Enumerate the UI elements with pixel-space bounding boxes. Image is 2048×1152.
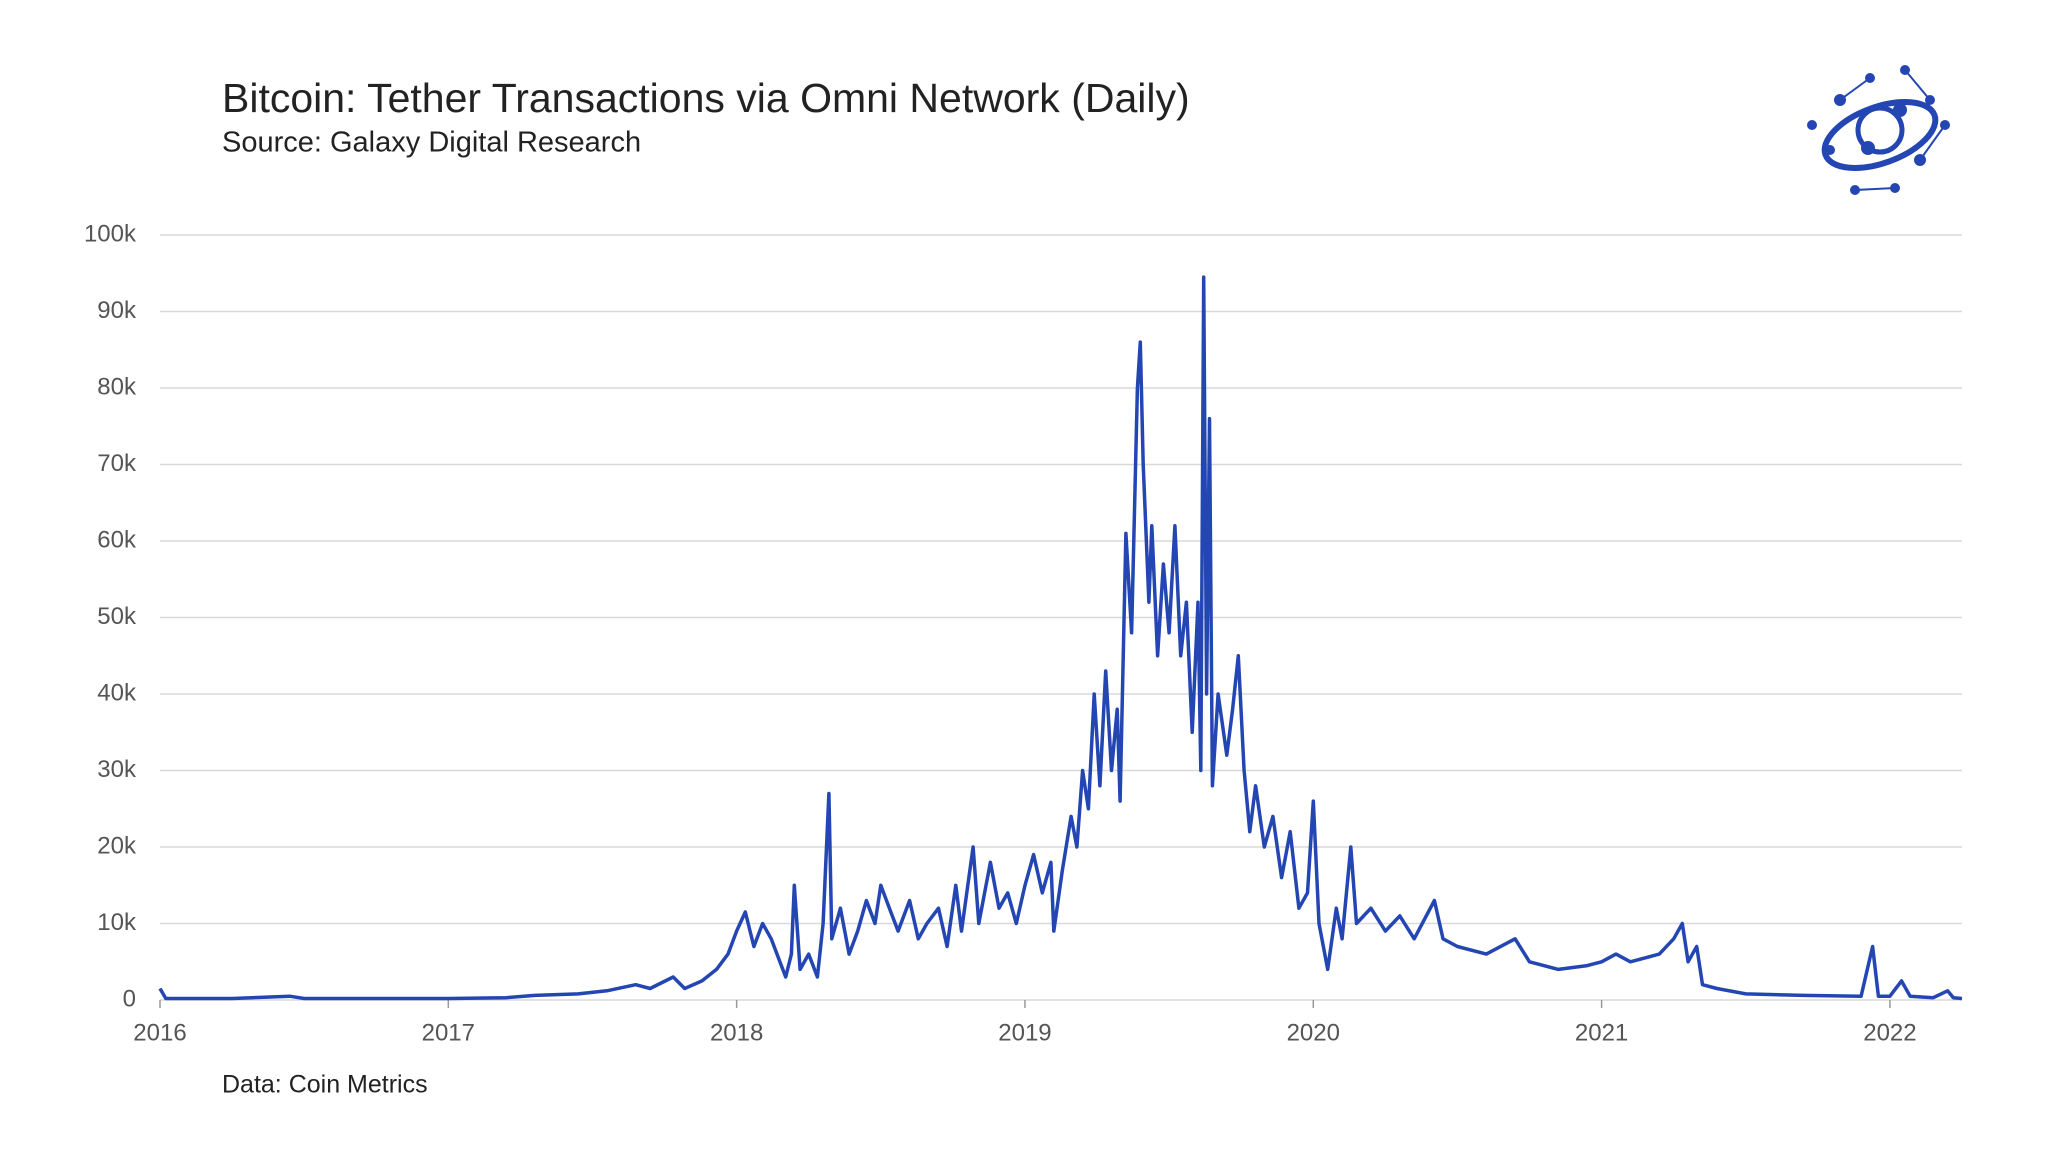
x-tick-label: 2016 [133,1019,186,1046]
x-tick-label: 2017 [422,1019,475,1046]
y-tick-label: 40k [97,679,137,706]
x-tick-label: 2021 [1575,1019,1628,1046]
y-tick-label: 20k [97,832,137,859]
x-tick-label: 2020 [1287,1019,1340,1046]
y-tick-label: 100k [84,220,137,247]
y-tick-label: 70k [97,450,137,477]
note: Data: Coin Metrics [222,1071,428,1099]
chart-subtitle: Source: Galaxy Digital Research [222,127,641,159]
y-tick-label: 90k [97,297,137,324]
y-tick-label: 80k [97,373,137,400]
y-tick-label: 0 [123,985,136,1012]
logo [1807,65,1950,195]
y-tick-label: 50k [97,603,137,630]
chart-title: Bitcoin: Tether Transactions via Omni Ne… [222,75,1190,121]
x-tick-label: 2022 [1863,1019,1916,1046]
y-tick-label: 10k [97,909,137,936]
x-tick-label: 2019 [998,1019,1051,1046]
x-tick-label: 2018 [710,1019,763,1046]
y-tick-label: 30k [97,756,137,783]
y-tick-label: 60k [97,526,137,553]
data-line [158,275,1963,1001]
